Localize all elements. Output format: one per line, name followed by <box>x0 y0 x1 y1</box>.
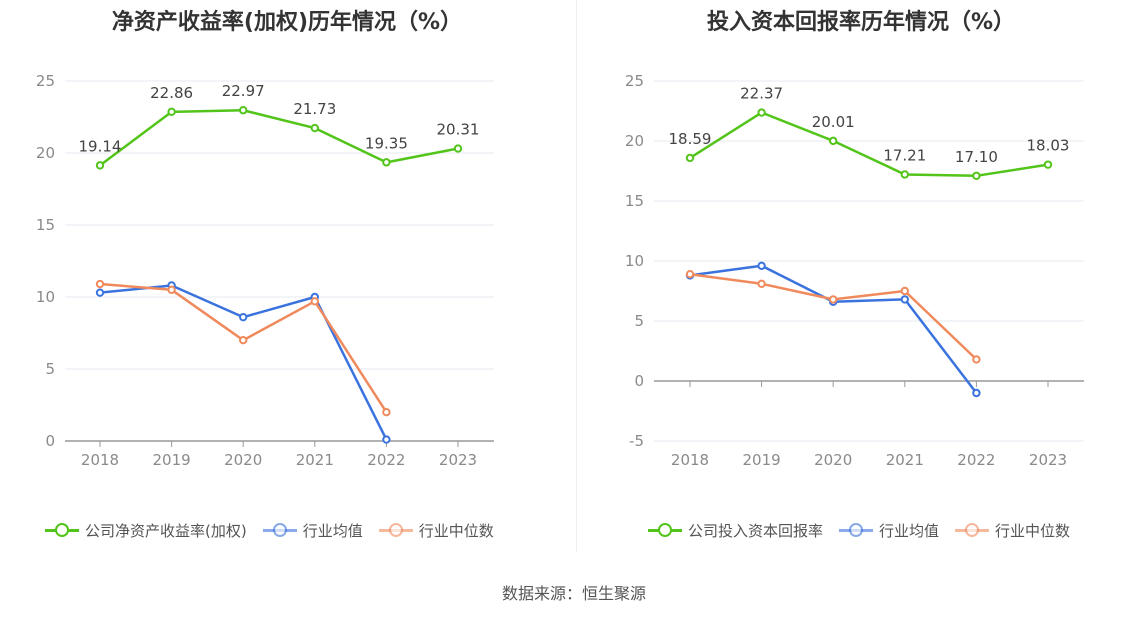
legend-label: 公司净资产收益率(加权) <box>85 521 247 540</box>
legend-item[interactable]: 公司净资产收益率(加权) <box>45 520 247 541</box>
data-point <box>95 279 105 289</box>
data-point <box>382 435 391 444</box>
y-tick-label: 5 <box>45 360 55 378</box>
legend-item[interactable]: 公司投入资本回报率 <box>648 520 823 541</box>
x-tick-label: 2021 <box>886 451 924 469</box>
x-tick-label: 2019 <box>153 451 191 469</box>
data-label: 20.01 <box>812 113 855 131</box>
data-point <box>239 106 248 115</box>
y-tick-label: 10 <box>625 252 644 270</box>
data-point <box>1043 160 1053 169</box>
data-point <box>239 312 248 322</box>
legend-swatch-icon <box>839 520 874 540</box>
y-tick-label: 25 <box>36 72 55 90</box>
series-line <box>99 284 388 441</box>
x-tick-label: 2021 <box>296 451 334 469</box>
data-point <box>685 270 695 279</box>
legend-swatch-icon <box>262 520 297 540</box>
data-point <box>167 285 176 294</box>
y-tick-label: 0 <box>45 432 55 450</box>
data-point <box>829 295 838 304</box>
data-point <box>239 336 248 345</box>
x-tick-label: 2023 <box>439 451 477 469</box>
series-line <box>689 111 1049 178</box>
roic-chart-plot: -5 0 5 10 15 20 25 2018 2019 2020 2021 2022 2023 18.5… <box>625 72 1084 469</box>
legend-label: 行业均值 <box>302 521 363 540</box>
roic-chart-title: 投入资本回报率历年情况（%） <box>706 10 1016 35</box>
data-point <box>685 153 695 163</box>
legend-label: 公司投入资本回报率 <box>688 521 824 540</box>
data-point <box>757 279 766 288</box>
roe-chart-legend: 公司净资产收益率(加权) 行业均值 行业中位数 <box>45 518 510 542</box>
series-line <box>689 264 978 394</box>
data-label: 22.86 <box>150 84 193 102</box>
series-line <box>99 282 388 413</box>
y-tick-label: 5 <box>634 312 644 330</box>
data-point <box>382 158 391 167</box>
series-line <box>689 272 978 361</box>
legend-label: 行业中位数 <box>995 521 1071 540</box>
data-label: 17.10 <box>955 148 998 166</box>
data-label: 18.59 <box>669 130 712 148</box>
legend-swatch-icon <box>45 520 79 540</box>
legend-swatch-icon <box>378 520 413 540</box>
data-point <box>167 107 176 117</box>
legend-item[interactable]: 行业均值 <box>262 520 363 541</box>
x-tick-label: 2022 <box>367 451 405 469</box>
y-tick-label: 0 <box>634 372 644 390</box>
data-label: 18.03 <box>1027 137 1070 155</box>
data-label: 22.37 <box>740 85 783 103</box>
data-point <box>972 388 981 398</box>
y-tick-label: 25 <box>625 72 644 90</box>
panel-divider <box>576 0 577 552</box>
y-tick-label: -5 <box>629 432 644 450</box>
y-tick-label: 15 <box>625 192 644 210</box>
y-tick-label: 15 <box>36 216 55 234</box>
data-point <box>900 286 909 296</box>
x-tick-label: 2020 <box>814 451 852 469</box>
data-source-note: 数据来源：恒生聚源 <box>501 584 646 603</box>
data-point <box>95 161 105 170</box>
legend-swatch-icon <box>955 520 990 540</box>
roe-chart-title: 净资产收益率(加权)历年情况（%） <box>111 10 463 35</box>
data-point <box>900 170 909 179</box>
data-label: 22.97 <box>222 82 265 100</box>
legend-label: 行业中位数 <box>418 521 494 540</box>
data-point <box>900 295 909 304</box>
data-point <box>310 297 319 306</box>
legend-item[interactable]: 行业中位数 <box>378 520 494 541</box>
data-point <box>972 355 981 364</box>
data-label: 21.73 <box>293 100 336 118</box>
legend-item[interactable]: 行业均值 <box>839 520 939 541</box>
y-tick-label: 20 <box>36 144 55 162</box>
data-point <box>382 408 391 417</box>
legend-swatch-icon <box>648 520 682 540</box>
x-tick-label: 2018 <box>671 451 709 469</box>
legend-label: 行业均值 <box>879 521 940 540</box>
roe-chart-plot: 0 5 10 15 20 25 2018 2019 2020 2021 2022 2023 19.14 2… <box>36 72 494 469</box>
data-label: 17.21 <box>883 146 926 164</box>
x-tick-label: 2019 <box>743 451 781 469</box>
data-label: 20.31 <box>437 121 480 139</box>
roic-chart-panel: 投入资本回报率历年情况（%） -5 0 5 10 15 20 25 2018 2019 2020 2… <box>574 0 1148 560</box>
data-point <box>757 108 766 117</box>
roe-chart-panel: 净资产收益率(加权)历年情况（%） 0 5 10 15 20 25 2018 2019 2020… <box>0 0 574 560</box>
data-point <box>95 288 105 297</box>
data-label: 19.35 <box>365 134 408 152</box>
data-point <box>310 123 319 133</box>
x-tick-label: 2022 <box>957 451 995 469</box>
legend-item[interactable]: 行业中位数 <box>955 520 1070 541</box>
data-label: 19.14 <box>79 137 122 155</box>
roic-chart-legend: 公司投入资本回报率 行业均值 行业中位数 <box>648 518 1086 542</box>
series-line <box>99 108 459 167</box>
x-tick-label: 2023 <box>1029 451 1067 469</box>
x-tick-label: 2020 <box>224 451 262 469</box>
y-tick-label: 10 <box>36 288 55 306</box>
x-tick-label: 2018 <box>81 451 119 469</box>
y-tick-label: 20 <box>625 132 644 150</box>
data-point <box>829 136 838 146</box>
data-point <box>972 171 981 181</box>
data-point <box>757 261 766 270</box>
data-point <box>453 144 463 153</box>
